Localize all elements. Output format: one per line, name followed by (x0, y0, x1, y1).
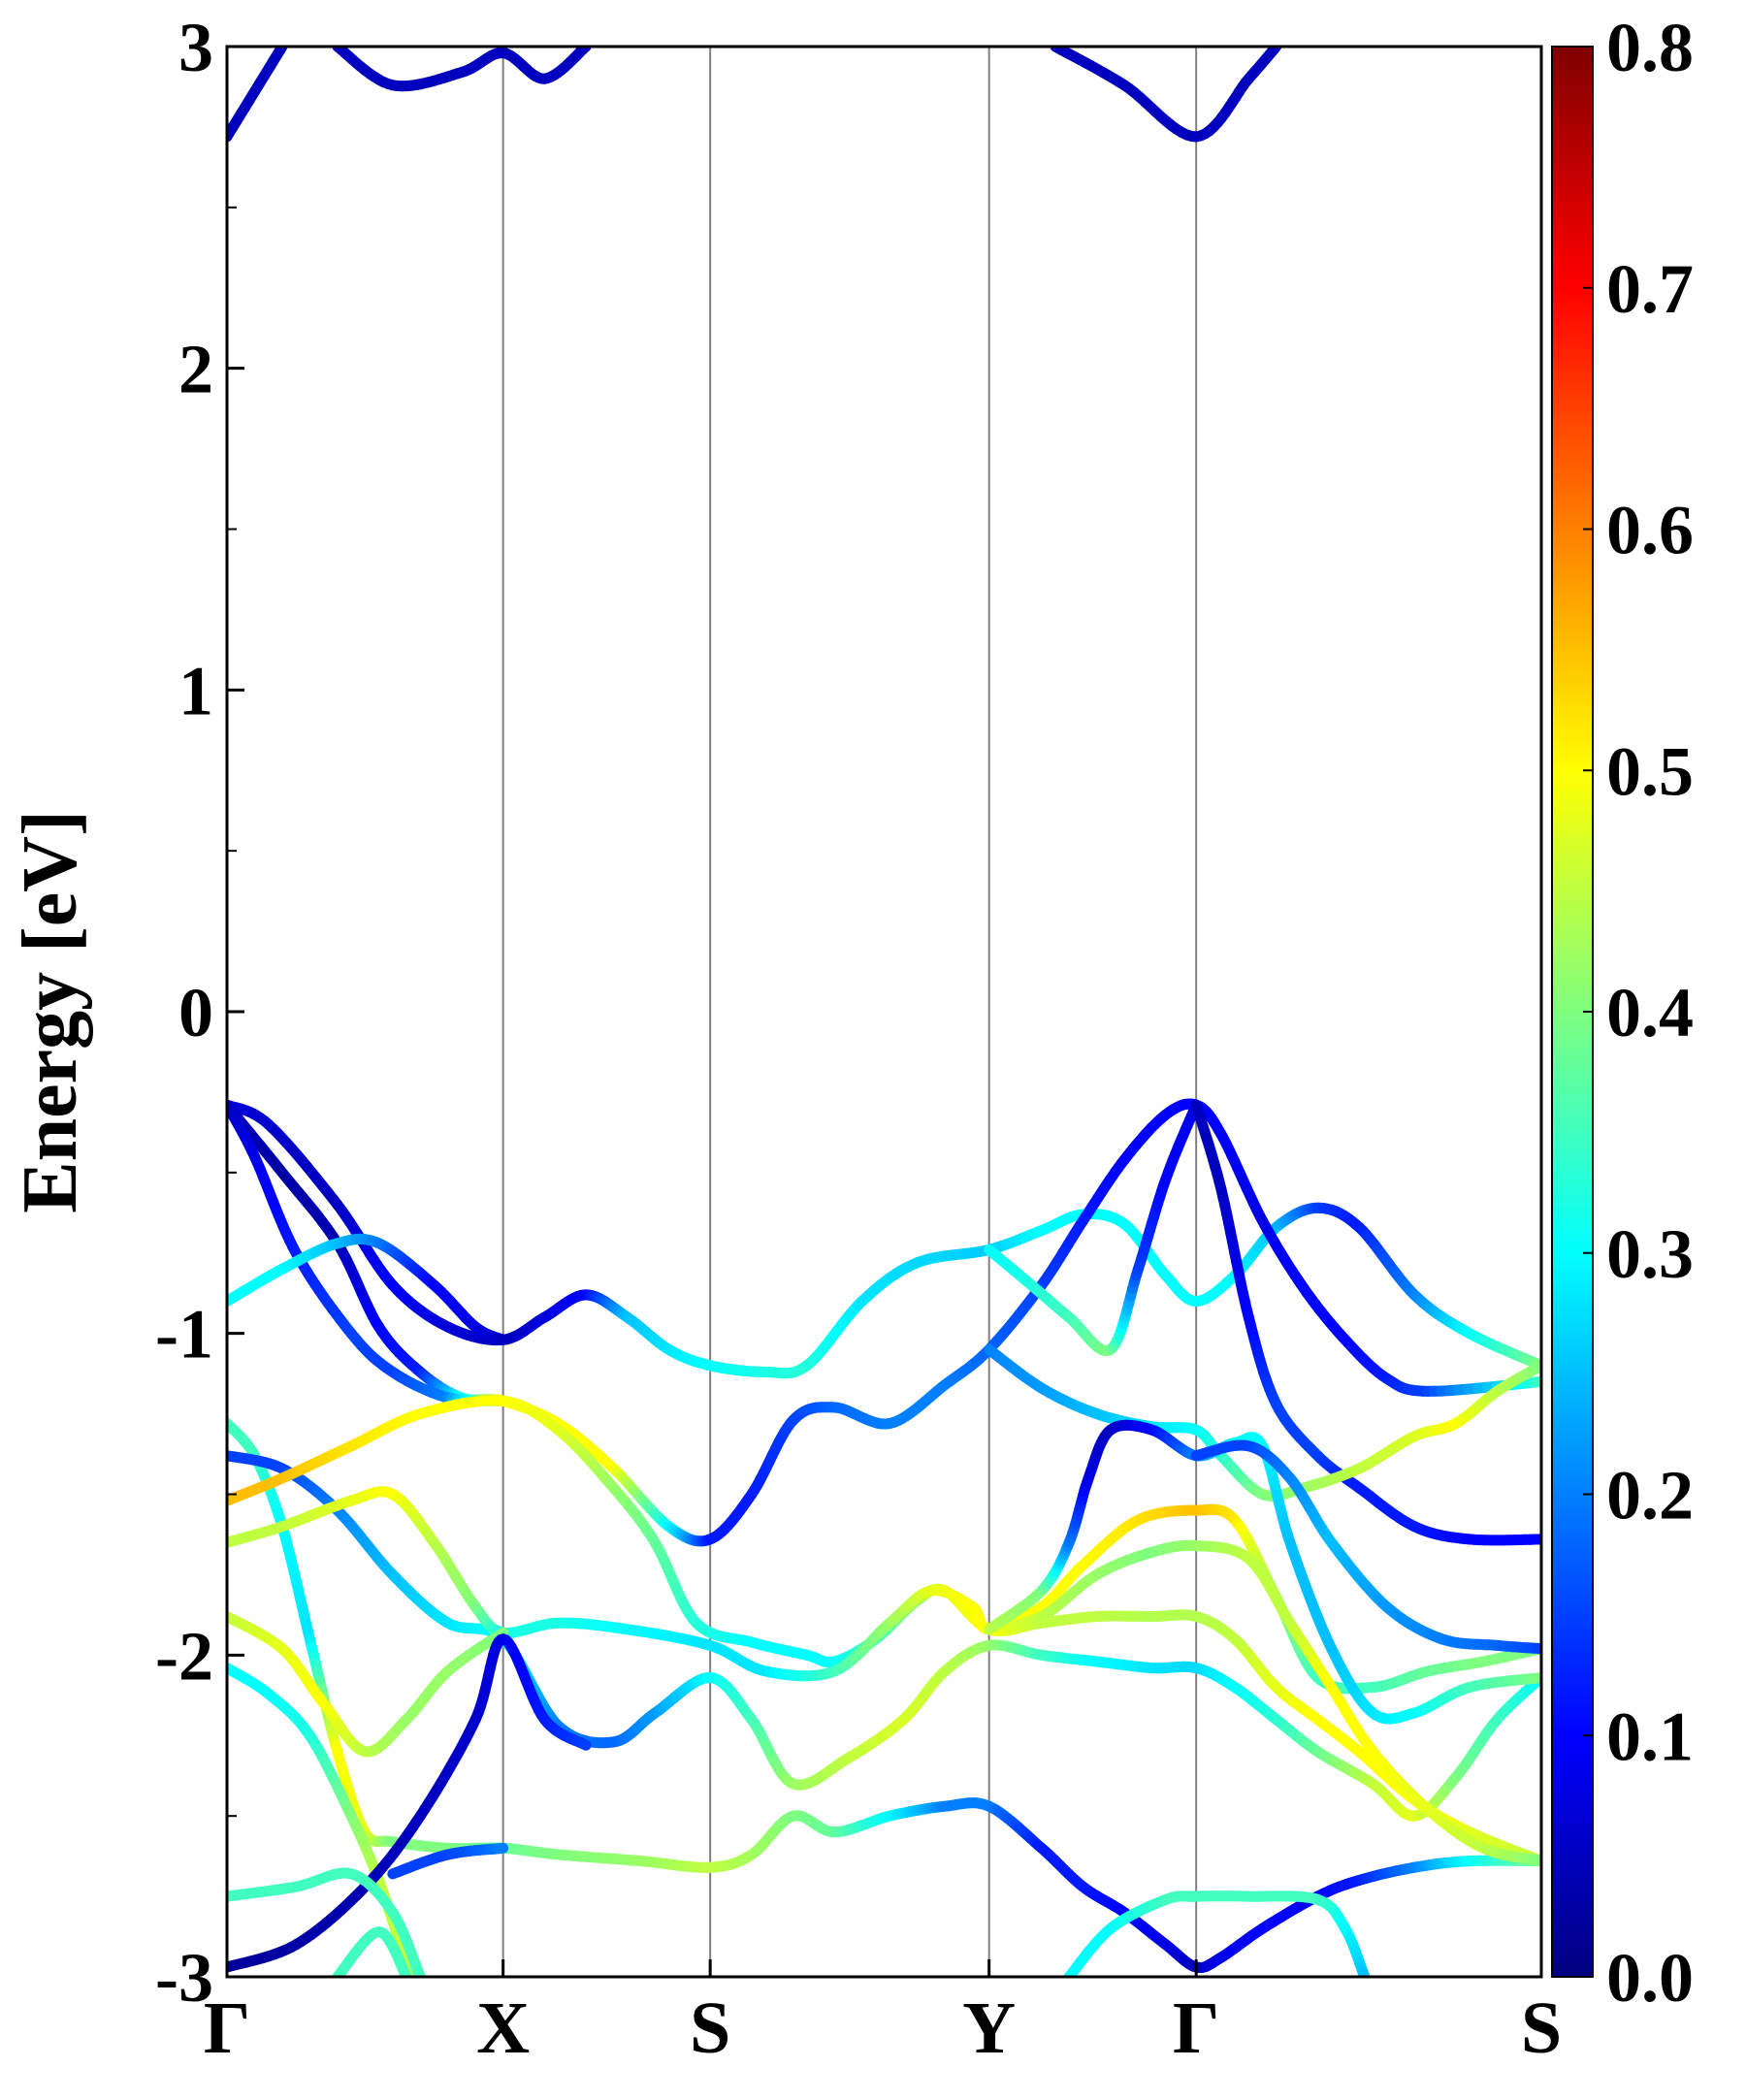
colorbar-tick-label: 0.6 (1606, 492, 1694, 569)
y-tick-label: -1 (155, 1296, 213, 1373)
y-axis-label: Energy [eV] (8, 810, 93, 1212)
band-line (227, 1492, 1541, 1689)
band-line (989, 1545, 1541, 1860)
colorbar-tick-label: 0.8 (1606, 9, 1694, 86)
band-segment (502, 1340, 503, 1341)
band-line (227, 1617, 503, 1753)
band-line (227, 1639, 586, 1967)
y-tick-label: -2 (155, 1617, 213, 1695)
kpoint-label: Γ (1173, 1987, 1219, 2069)
colorbar-ticks: 0.0 0.1 0.2 0.3 0.4 0.5 0.6 0.7 0.8 (1583, 9, 1694, 2017)
band-line (1196, 1105, 1541, 1540)
colorbar-tick-label: 0.7 (1606, 250, 1694, 328)
kpoint-label: X (476, 1987, 530, 2069)
colorbar-tick-label: 0.5 (1606, 732, 1694, 810)
colorbar-tick-label: 0.4 (1606, 974, 1694, 1051)
colorbar-tick-label: 0.3 (1606, 1215, 1694, 1293)
y-tick-label: 3 (178, 9, 213, 86)
kpoint-label: S (690, 1987, 730, 2069)
band-segment (584, 1744, 586, 1745)
kpoint-label: Y (962, 1987, 1016, 2069)
y-tick-label: 2 (178, 331, 213, 408)
y-tick-label: 1 (178, 652, 213, 729)
kpoint-label: Γ (204, 1987, 250, 2069)
band-line (338, 47, 586, 86)
bands-layer (227, 47, 1541, 1977)
colorbar-tick-label: 0.0 (1606, 1939, 1694, 2017)
colorbar-tick-label: 0.1 (1606, 1697, 1694, 1775)
y-tick-label: 0 (178, 974, 213, 1051)
band-line (1055, 47, 1277, 137)
high-symmetry-lines (503, 47, 1197, 1977)
kpoint-label: S (1521, 1987, 1562, 2069)
band-line (393, 1848, 503, 1874)
colorbar-tick-label: 0.2 (1606, 1457, 1694, 1535)
band-line (227, 47, 282, 137)
